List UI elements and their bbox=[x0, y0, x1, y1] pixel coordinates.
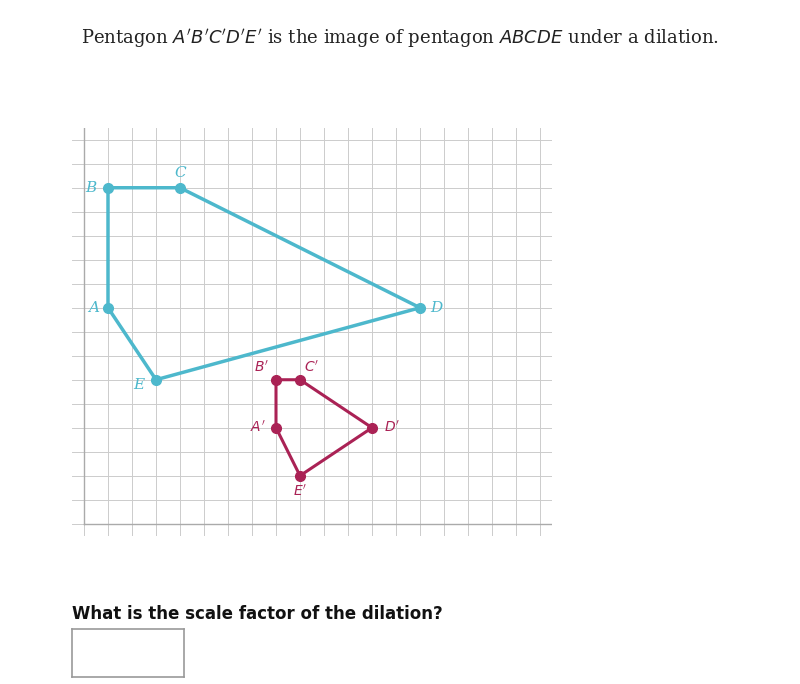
Text: $A'$: $A'$ bbox=[250, 420, 266, 435]
Text: $D'$: $D'$ bbox=[384, 420, 401, 435]
Text: A: A bbox=[88, 301, 99, 315]
Text: Pentagon $A'B'C'D'E'$ is the image of pentagon $ABCDE$ under a dilation.: Pentagon $A'B'C'D'E'$ is the image of pe… bbox=[81, 27, 719, 51]
Text: B: B bbox=[86, 181, 97, 195]
Text: D: D bbox=[430, 301, 443, 315]
Text: C: C bbox=[174, 166, 186, 181]
Text: $C'$: $C'$ bbox=[305, 360, 319, 376]
Text: $B'$: $B'$ bbox=[254, 360, 269, 376]
Text: $E'$: $E'$ bbox=[293, 484, 307, 499]
Text: E: E bbox=[134, 378, 145, 391]
Text: What is the scale factor of the dilation?: What is the scale factor of the dilation… bbox=[72, 605, 442, 623]
